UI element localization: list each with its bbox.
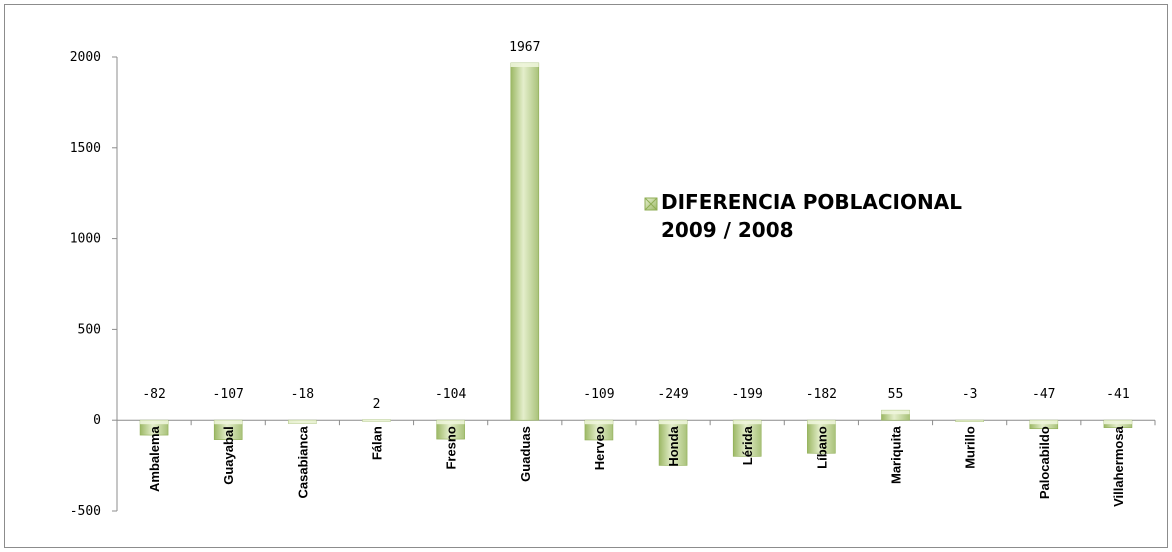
bar-cap [214, 420, 243, 425]
bar-body [510, 62, 540, 421]
legend: DIFERENCIA POBLACIONAL 2009 / 2008 [644, 190, 962, 242]
bar [807, 419, 836, 454]
bar [955, 419, 984, 423]
bar-cap [510, 62, 539, 67]
data-label: -3 [962, 387, 978, 402]
bar-cap [584, 420, 613, 425]
legend-line-1: DIFERENCIA POBLACIONAL [661, 190, 962, 214]
category-label: Fálan [370, 426, 385, 460]
bar-cap [436, 420, 465, 425]
data-label: -41 [1106, 387, 1129, 402]
chart-frame: -500 0 500 1000 1500 2000 -82 -107 -18 2 -104 1967… [4, 4, 1168, 548]
bar-cap [881, 410, 910, 415]
category-label: Líbano [814, 426, 829, 469]
y-tick-label: 0 [93, 413, 101, 428]
bar-body [807, 419, 836, 454]
bar [881, 409, 910, 421]
bar-cap [733, 420, 762, 425]
data-label: 55 [888, 387, 904, 402]
y-tick-label: 1000 [70, 232, 101, 247]
category-label: Guaduas [518, 426, 533, 482]
bar-cap [140, 420, 169, 425]
bar-cap [659, 420, 688, 425]
bar [1103, 419, 1133, 428]
bar [139, 419, 169, 436]
bar-cap [1103, 420, 1132, 425]
bar [584, 419, 614, 441]
bar [1029, 419, 1059, 430]
y-tick-label: 500 [78, 322, 101, 337]
bar [362, 419, 391, 422]
bar [213, 419, 243, 440]
category-labels: Ambalema Guayabal Casabianca Fálan Fresno Gua… [147, 425, 1126, 506]
legend-swatch-mark-2 [644, 197, 658, 211]
y-tick-label: 1500 [70, 141, 101, 156]
category-label: Casabianca [295, 425, 310, 498]
y-tick-label: 2000 [70, 50, 101, 65]
category-label: Honda [666, 425, 681, 466]
data-label: 1967 [509, 40, 540, 55]
bar-body [732, 419, 762, 457]
y-tick-label: -500 [70, 504, 101, 519]
data-label: -109 [583, 387, 614, 402]
category-label: Fresno [444, 426, 459, 469]
bar [510, 62, 540, 421]
data-label: -82 [142, 387, 165, 402]
category-label: Ambalema [147, 425, 162, 492]
bar-cap [807, 420, 836, 425]
bar-cap [362, 419, 391, 422]
category-label: Palocabildo [1037, 426, 1052, 499]
data-label: -47 [1032, 387, 1055, 402]
bar-cap [955, 420, 984, 422]
data-label: -249 [657, 387, 688, 402]
legend-line-2: 2009 / 2008 [661, 218, 794, 242]
bar-cap [1029, 420, 1058, 425]
category-label: Guayabal [221, 426, 236, 485]
data-label: -18 [291, 387, 314, 402]
category-label: Lérida [740, 425, 755, 465]
bar [436, 419, 465, 440]
category-label: Mariquita [889, 425, 904, 484]
data-label: -104 [435, 387, 466, 402]
category-label: Villahermosa [1111, 425, 1126, 506]
y-axis: -500 0 500 1000 1500 2000 [70, 50, 118, 519]
data-label: -107 [213, 387, 244, 402]
x-axis [116, 419, 1156, 426]
bar-cap [288, 420, 317, 424]
bar-series [139, 62, 1133, 466]
category-label: Murillo [963, 426, 978, 469]
data-label: -199 [732, 387, 763, 402]
bar [658, 419, 688, 466]
bar-body [658, 419, 688, 466]
category-label: Herveo [592, 426, 607, 470]
bar [288, 419, 317, 424]
bar [732, 419, 762, 457]
data-label: 2 [373, 397, 381, 412]
data-label: -182 [806, 387, 837, 402]
